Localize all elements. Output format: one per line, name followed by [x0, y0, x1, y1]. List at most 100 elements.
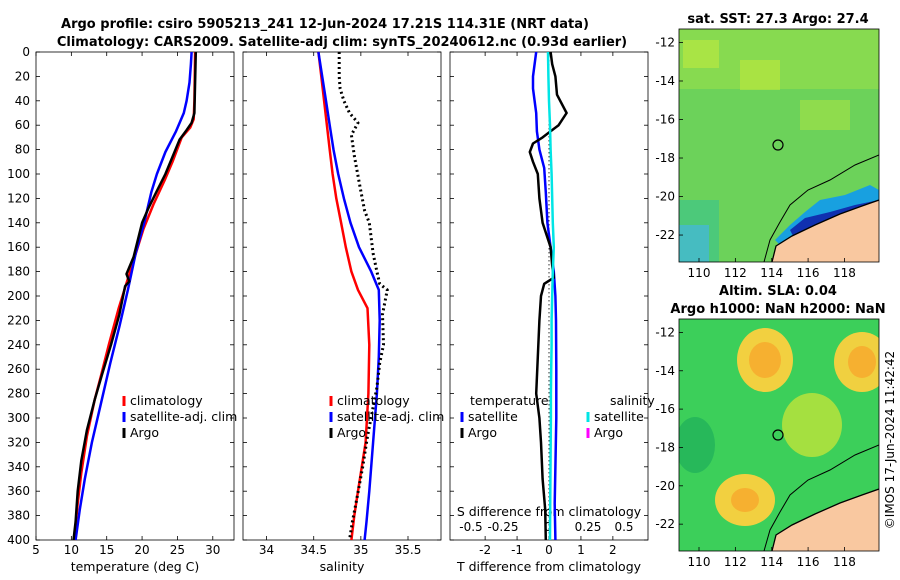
title-line-2: Climatology: CARS2009. Satellite-adj cli… — [57, 35, 627, 50]
depth-tick-label: 80 — [15, 143, 30, 157]
legend-salinity-heading: salinity — [610, 393, 655, 408]
depth-tick-label: 0 — [22, 45, 30, 59]
sst-map-frame — [678, 28, 880, 263]
legend-temperature-heading: temperature — [470, 393, 549, 408]
depth-tick-label: 280 — [7, 387, 30, 401]
temperature-panel: 0 20 40 60 80 100 120 140 160 180 200 220 240 260 280 3… — [7, 45, 237, 574]
temperature-xtick-label: 30 — [205, 543, 220, 557]
title-line-1: Argo profile: csiro 5905213_241 12-Jun-2… — [61, 17, 589, 32]
difference-xtick-label: -2 — [479, 543, 491, 557]
temperature-legend-label: climatology — [130, 393, 203, 408]
altimetry-lat-label: -12 — [655, 325, 675, 339]
salinity-plot-frame — [242, 51, 442, 541]
sla-argo-location — [772, 429, 784, 441]
sst-map-title: sat. SST: 27.3 Argo: 27.4 — [687, 12, 868, 27]
sla-high-1-core — [749, 342, 781, 378]
altimetry-lat-label: -22 — [655, 517, 675, 531]
altimetry-lon-label: 118 — [833, 555, 856, 569]
altimetry-lon-label: 112 — [724, 555, 747, 569]
sla-map-frame — [678, 318, 880, 552]
salinity-series-satellite-adj-clim — [317, 51, 381, 541]
depth-tick-label: 340 — [7, 460, 30, 474]
depth-tick-label: 360 — [7, 484, 30, 498]
salinity-xlabel: salinity — [320, 559, 365, 574]
salinity-xtick-label: 35.5 — [395, 543, 422, 557]
sla-mid — [782, 393, 842, 457]
sst-coastline — [771, 199, 879, 262]
depth-tick-label: 40 — [15, 94, 30, 108]
salinity-difference-tick-label: -0.5 — [459, 520, 482, 534]
depth-tick-label: 180 — [7, 265, 30, 279]
altimetry-lon-label: 114 — [760, 555, 783, 569]
salinity-difference-tick-label: 0 — [544, 520, 552, 534]
sla-low — [679, 417, 715, 473]
altimetry-map-title-2: Argo h1000: NaN h2000: NaN — [670, 302, 885, 317]
temperature-xlabel: temperature (deg C) — [71, 559, 200, 574]
salinity-series-climatology — [317, 51, 371, 541]
depth-tick-label: 100 — [7, 167, 30, 181]
sla-high-2-core — [848, 346, 876, 378]
sst-argo-location — [772, 139, 784, 151]
depth-tick-label: 60 — [15, 118, 30, 132]
salinity-legend-label: climatology — [337, 393, 410, 408]
sat-sst-lon-label: 116 — [797, 266, 820, 280]
temperature-xtick-label: 20 — [134, 543, 149, 557]
altimetry-map: -12 -14 -16 -18 -20 -22 110 112 114 116 118 — [655, 318, 880, 569]
sat-sst-lat-label: -14 — [655, 74, 675, 88]
depth-tick-label: 120 — [7, 191, 30, 205]
altimetry-map-title-1: Altim. SLA: 0.04 — [719, 284, 837, 299]
difference-legend-label: Argo — [468, 425, 497, 440]
difference-legend-label: satellite — [594, 409, 644, 424]
difference-series-temperature-satellite — [531, 51, 558, 541]
sla-coastline — [771, 488, 879, 551]
difference-series-temperature-argo — [528, 51, 568, 541]
depth-tick-label: 300 — [7, 411, 30, 425]
depth-tick-label: 400 — [7, 533, 30, 547]
sst-cold-patch — [679, 225, 709, 262]
sat-sst-lon-label: 114 — [760, 266, 783, 280]
depth-tick-label: 320 — [7, 435, 30, 449]
salinity-difference-tick-label: 0.5 — [614, 520, 633, 534]
sat-sst-lon-label: 118 — [833, 266, 856, 280]
salinity-difference-tick-label: -0.25 — [487, 520, 518, 534]
temperature-plot-frame — [35, 51, 235, 541]
sat-sst-lat-label: -18 — [655, 151, 675, 165]
temperature-series-satellite-adj-clim — [74, 51, 193, 541]
imos-timestamp: ©IMOS 17-Jun-2024 11:42:42 — [883, 351, 897, 529]
altimetry-lon-label: 110 — [688, 555, 711, 569]
depth-tick-label: 380 — [7, 509, 30, 523]
salinity-legend-label: Argo — [337, 425, 366, 440]
temperature-legend-label: Argo — [130, 425, 159, 440]
depth-tick-label: 20 — [15, 69, 30, 83]
temperature-xtick-label: 5 — [32, 543, 40, 557]
temperature-xtick-label: 10 — [64, 543, 79, 557]
sat-sst-lat-label: -20 — [655, 190, 675, 204]
salinity-xtick-label: 34.5 — [300, 543, 327, 557]
salinity-difference-tick-label: 0.25 — [575, 520, 602, 534]
difference-xtick-label: 1 — [577, 543, 585, 557]
altimetry-lat-label: -18 — [655, 440, 675, 454]
sat-sst-lat-label: -22 — [655, 228, 675, 242]
sst-warm-patch — [683, 40, 719, 68]
sat-sst-lon-label: 112 — [724, 266, 747, 280]
temperature-xtick-label: 15 — [99, 543, 114, 557]
depth-tick-label: 240 — [7, 338, 30, 352]
depth-tick-label: 260 — [7, 362, 30, 376]
sla-land — [772, 489, 879, 551]
sat-sst-lat-label: -12 — [655, 35, 675, 49]
temperature-legend-label: satellite-adj. clim — [130, 409, 237, 424]
altimetry-lat-label: -14 — [655, 364, 675, 378]
depth-tick-label: 200 — [7, 289, 30, 303]
sst-warm-patch-2 — [740, 60, 780, 90]
depth-tick-label: 160 — [7, 240, 30, 254]
sla-shelf-contour — [763, 444, 879, 551]
sst-shelf-contour — [763, 154, 879, 262]
difference-xtick-label: 0 — [545, 543, 553, 557]
salinity-xtick-label: 34 — [259, 543, 274, 557]
altimetry-lat-label: -20 — [655, 479, 675, 493]
difference-xtick-label: -1 — [511, 543, 523, 557]
difference-xtick-label: 2 — [609, 543, 617, 557]
sat-sst-lat-label: -16 — [655, 113, 675, 127]
